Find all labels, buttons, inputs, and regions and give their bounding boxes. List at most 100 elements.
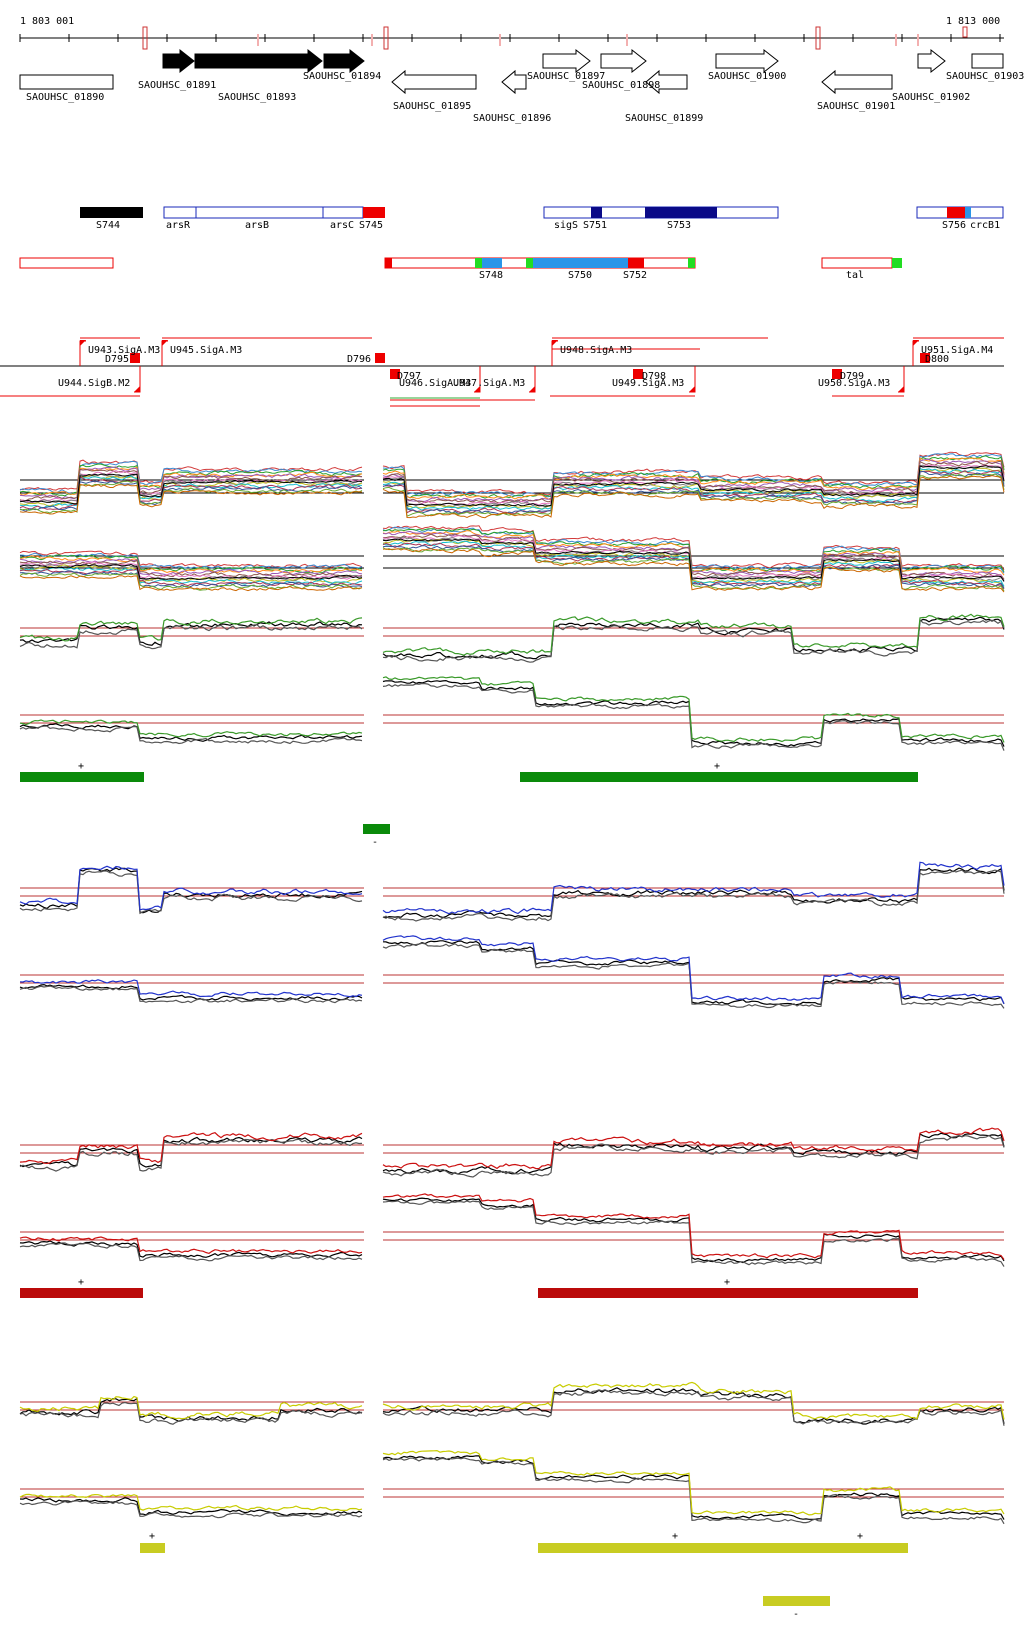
comparison-trace — [382, 1134, 1005, 1178]
expression-trace — [19, 566, 363, 585]
ruler-marker — [815, 26, 821, 50]
segment-label: tal — [846, 270, 864, 281]
segment-S751[interactable] — [591, 207, 602, 218]
gene-label: SAOUHSC_01899 — [625, 113, 703, 124]
gene-arrow-SAOUHSC_01893[interactable] — [194, 48, 323, 74]
comparison-trace — [382, 942, 1005, 1009]
comparison-trace — [19, 624, 363, 650]
gene-arrow-SAOUHSC_01891[interactable] — [162, 48, 195, 74]
expression-trace — [382, 548, 1005, 593]
region-bar-yellow[interactable] — [140, 1543, 165, 1553]
comparison-trace — [19, 1240, 363, 1258]
expression-trace — [19, 568, 363, 587]
expression-trace — [19, 575, 363, 592]
strand-sign: + — [724, 1277, 730, 1288]
gene-arrow-SAOUHSC_01894[interactable] — [323, 48, 365, 74]
segment-S752[interactable] — [628, 258, 644, 268]
segment-S745[interactable] — [363, 207, 385, 218]
strand-sign: + — [78, 761, 84, 772]
gene-arrow-SAOUHSC_01890[interactable] — [19, 74, 114, 90]
terminator-D798[interactable] — [633, 369, 643, 379]
terminator-D800[interactable] — [920, 353, 930, 363]
segment-S750[interactable] — [533, 258, 628, 268]
segment-label: arsB — [245, 220, 269, 231]
segment-label: S751 — [583, 220, 607, 231]
comparison-trace — [382, 1132, 1005, 1175]
expression-trace — [382, 464, 1005, 508]
comparison-trace — [382, 1127, 1005, 1170]
segment-arsB[interactable] — [195, 206, 324, 219]
coord-end-label: 1 813 000 — [946, 16, 1000, 27]
ruler-marker — [383, 26, 389, 50]
strand-sign: + — [714, 761, 720, 772]
segment-tal[interactable] — [821, 257, 893, 269]
comparison-trace — [19, 1136, 363, 1168]
gene-arrow-SAOUHSC_01899[interactable] — [645, 69, 688, 95]
expression-trace — [382, 533, 1005, 580]
segment-minus-left[interactable] — [19, 257, 114, 269]
gene-arrow-SAOUHSC_01898[interactable] — [600, 48, 647, 74]
region-bar-yellow-minus[interactable] — [763, 1596, 830, 1606]
gene-label: SAOUHSC_01898 — [582, 80, 660, 91]
comparison-trace — [382, 1197, 1005, 1264]
comparison-trace — [382, 616, 1005, 660]
comparison-trace — [19, 985, 363, 1004]
region-bar-green[interactable] — [520, 772, 918, 782]
promoter-track: U943.SigA.M3 U945.SigA.M3 U948.SigA.M3 U… — [0, 337, 1004, 407]
terminator-D795[interactable] — [130, 353, 140, 363]
ruler-marker — [962, 26, 968, 38]
region-bar-green[interactable] — [20, 772, 144, 782]
segment-S744[interactable] — [80, 207, 143, 218]
comparison-trace — [19, 983, 363, 1002]
coordinate-ruler: 1 803 001 1 813 000 — [19, 16, 1004, 50]
comparison-trace — [19, 1401, 363, 1425]
comparison-trace — [382, 682, 1005, 751]
comparison-trace — [382, 869, 1005, 922]
region-bar-red[interactable] — [20, 1288, 143, 1298]
gene-arrow-SAOUHSC_01902[interactable] — [917, 48, 946, 74]
gene-arrow-SAOUHSC_01896[interactable] — [501, 69, 527, 95]
strand-sign: - — [793, 1609, 799, 1620]
comparison-trace — [19, 1242, 363, 1262]
strand-sign: - — [372, 837, 378, 848]
terminator-label: D795 — [105, 354, 129, 365]
segment-arsC[interactable] — [322, 206, 364, 219]
segment-S756[interactable] — [947, 207, 965, 218]
region-bar-green-minus[interactable] — [363, 824, 390, 834]
comparison-trace — [382, 1200, 1005, 1267]
region-bar-yellow[interactable] — [538, 1543, 908, 1553]
gene-arrow-SAOUHSC_01897[interactable] — [542, 48, 591, 74]
comparison-trace — [19, 1497, 363, 1517]
comparison-trace — [19, 1493, 363, 1512]
gene-label: SAOUHSC_01893 — [218, 92, 296, 103]
comparison-trace — [19, 617, 363, 642]
comparison-trace — [382, 618, 1005, 663]
comparison-trace — [19, 1138, 363, 1172]
segment-S753-core[interactable] — [645, 207, 717, 218]
gene-label: SAOUHSC_01894 — [303, 71, 381, 82]
comparison-trace — [382, 1193, 1005, 1260]
gene-arrow-SAOUHSC_01901[interactable] — [821, 69, 893, 95]
gene-arrow-SAOUHSC_01895[interactable] — [391, 69, 477, 95]
segment-S756-blue[interactable] — [965, 207, 971, 218]
comparison-trace — [19, 723, 363, 742]
gene-arrow-SAOUHSC_01903[interactable] — [971, 53, 1004, 69]
expression-trace — [382, 473, 1005, 517]
promoter-label: U946.SigA.M3 — [399, 378, 471, 389]
comparison-trace — [382, 940, 1005, 1006]
gene-label: SAOUHSC_01891 — [138, 80, 216, 91]
comparison-trace — [382, 935, 1005, 1005]
region-bar-red[interactable] — [538, 1288, 918, 1298]
segment-arsR[interactable] — [163, 206, 197, 219]
gene-arrow-SAOUHSC_01900[interactable] — [715, 48, 779, 74]
expression-trace — [19, 558, 363, 576]
promoter-label: U944.SigB.M2 — [58, 378, 130, 389]
terminator-D799[interactable] — [832, 369, 842, 379]
terminator-D796[interactable] — [375, 353, 385, 363]
comparison-trace — [19, 1500, 363, 1519]
comparison-trace — [19, 621, 363, 647]
segment-S748[interactable] — [482, 258, 502, 268]
terminator-D797[interactable] — [390, 369, 400, 379]
expression-tracks — [19, 451, 1005, 1525]
expression-trace — [382, 455, 1005, 499]
